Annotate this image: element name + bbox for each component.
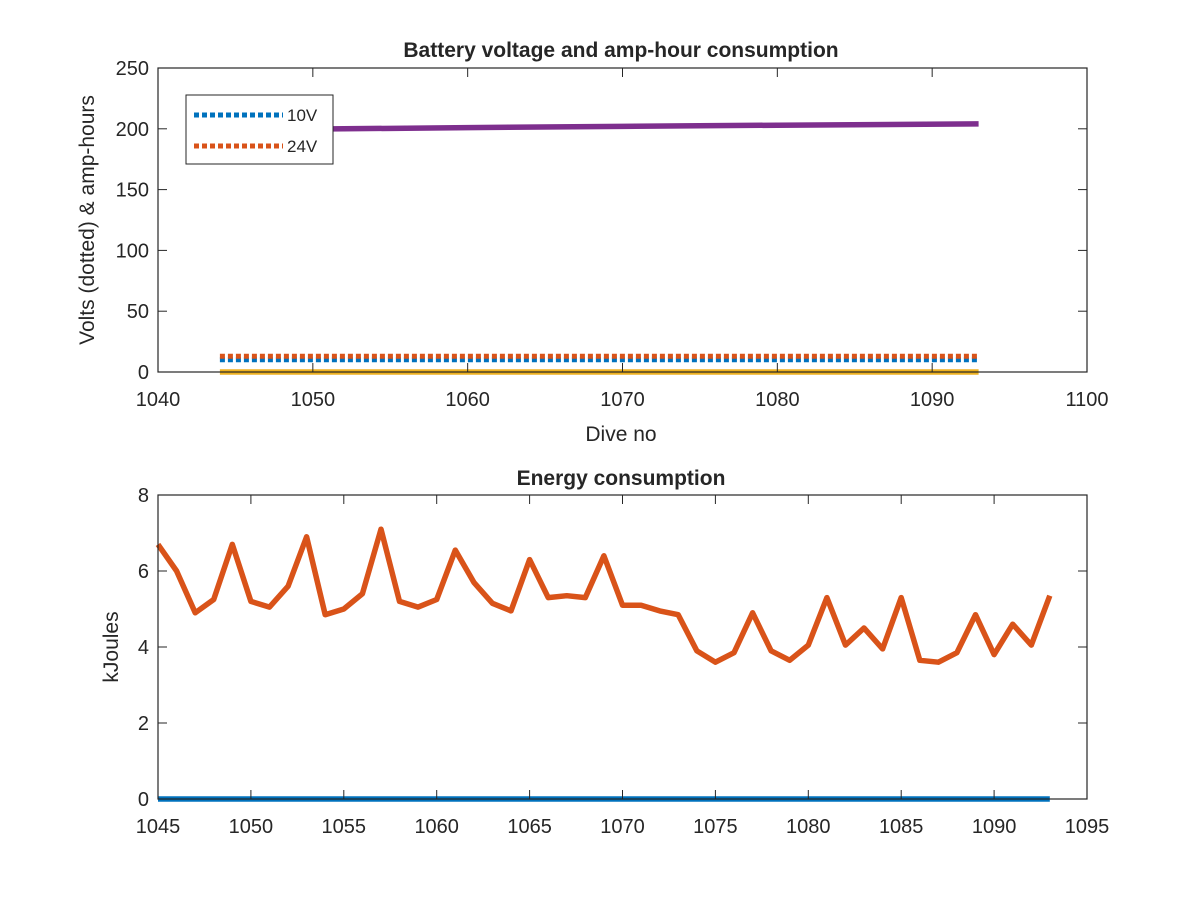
x-tick-label: 1075 xyxy=(693,816,738,838)
y-tick-label: 8 xyxy=(138,485,149,507)
x-tick-label: 1085 xyxy=(879,816,924,838)
legend-label-10v: 10V xyxy=(287,106,318,125)
y-tick-label: 50 xyxy=(127,301,149,323)
x-axis-label: Dive no xyxy=(585,423,656,446)
y-tick-label: 100 xyxy=(116,240,149,262)
y-tick-label: 200 xyxy=(116,119,149,141)
y-tick-label: 6 xyxy=(138,561,149,583)
y-axis-label: kJoules xyxy=(100,611,123,682)
x-tick-label: 1080 xyxy=(755,389,800,411)
chart-title: Energy consumption xyxy=(517,467,726,490)
x-tick-label: 1060 xyxy=(414,816,459,838)
x-tick-label: 1050 xyxy=(291,389,336,411)
x-tick-label: 1070 xyxy=(600,816,645,838)
legend-label-24v: 24V xyxy=(287,137,318,156)
series-line-2 xyxy=(155,526,1053,665)
y-tick-label: 4 xyxy=(138,637,149,659)
y-tick-label: 2 xyxy=(138,713,149,735)
x-tick-label: 1070 xyxy=(600,389,645,411)
voltage-amphour-axes: Battery voltage and amp-hour consumption… xyxy=(76,39,1109,446)
y-tick-label: 0 xyxy=(138,789,149,811)
x-tick-label: 1095 xyxy=(1065,816,1110,838)
x-tick-label: 1080 xyxy=(786,816,831,838)
x-tick-label: 1055 xyxy=(322,816,367,838)
legend: 10V 24V xyxy=(185,94,334,165)
x-tick-label: 1040 xyxy=(136,389,181,411)
x-tick-label: 1060 xyxy=(445,389,490,411)
y-tick-label: 0 xyxy=(138,362,149,384)
legend-box xyxy=(185,94,334,165)
series-line-3 xyxy=(219,121,979,133)
chart-title: Battery voltage and amp-hour consumption xyxy=(403,39,838,62)
energy-axes: Energy consumption 1045 1050 1055 1060 1065 1… xyxy=(100,467,1109,838)
x-tick-label: 1090 xyxy=(910,389,955,411)
x-tick-label: 1045 xyxy=(136,816,181,838)
x-tick-label: 1100 xyxy=(1065,389,1108,411)
x-tick-label: 1050 xyxy=(229,816,274,838)
y-tick-label: 250 xyxy=(116,58,149,80)
y-axis-label: Volts (dotted) & amp-hours xyxy=(76,95,99,345)
x-tick-label: 1090 xyxy=(972,816,1017,838)
x-tick-label: 1065 xyxy=(507,816,552,838)
y-tick-label: 150 xyxy=(116,180,149,202)
